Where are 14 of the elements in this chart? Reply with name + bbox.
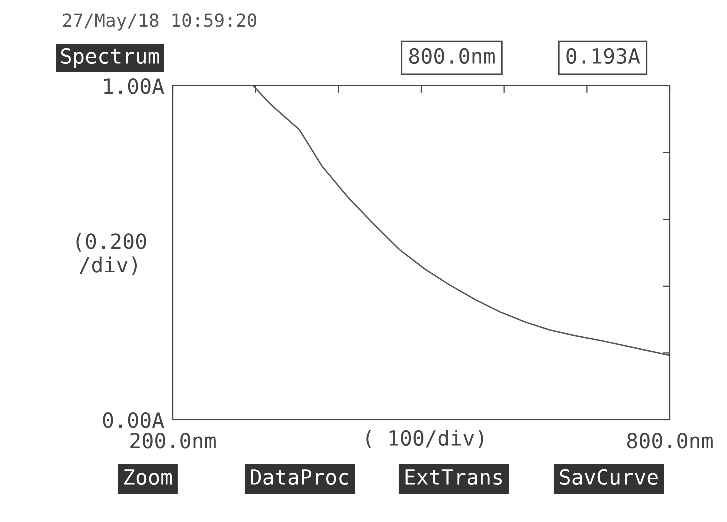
- x-tick-label: 200.0nm: [130, 432, 216, 449]
- y-axis-title: (0.200 /div): [76, 233, 146, 276]
- text: 0.193A: [566, 48, 640, 64]
- x-axis-title: ( 100/div): [366, 430, 484, 449]
- line-series: [252, 86, 670, 356]
- text: SavCurve: [560, 469, 658, 486]
- chart-title: Spectrum: [61, 48, 160, 68]
- y-tick-label: 1.00A: [104, 78, 164, 94]
- text: Zoom: [124, 470, 172, 486]
- text: DataProc: [251, 470, 348, 486]
- text: ExtTrans: [406, 470, 502, 486]
- text: 27/May/18 10:59:20: [63, 14, 256, 31]
- text: 800.0nm: [409, 48, 495, 64]
- y-tick-label: 0.00A: [103, 412, 164, 428]
